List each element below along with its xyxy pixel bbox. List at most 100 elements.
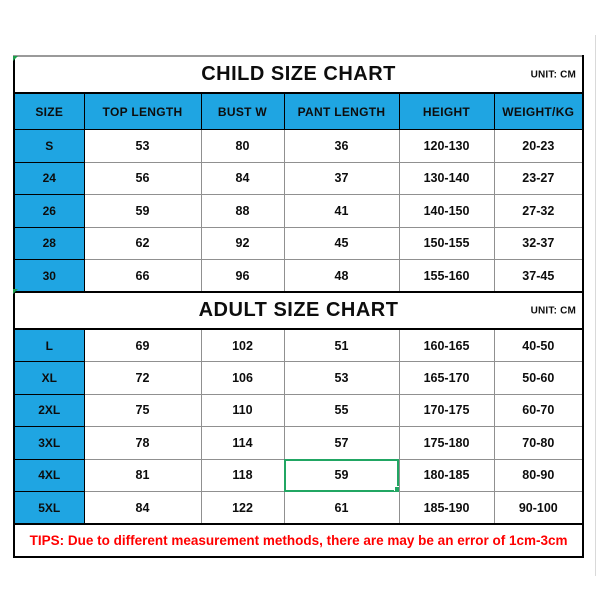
size-cell[interactable]: 28	[13, 226, 85, 260]
tips-row: TIPS: Due to different measurement metho…	[12, 523, 585, 558]
table-row: 26 59 88 41 140-150 27-32	[13, 194, 584, 228]
selected-cell[interactable]: 59	[283, 458, 400, 492]
value-cell[interactable]: 110	[200, 393, 285, 427]
value-cell[interactable]: 70-80	[493, 426, 584, 460]
value-cell[interactable]: 118	[200, 458, 285, 492]
value-cell[interactable]: 165-170	[398, 361, 495, 395]
value-cell[interactable]: 81	[83, 458, 202, 492]
table-row: 28 62 92 45 150-155 32-37	[13, 226, 584, 260]
column-header-top-length[interactable]: TOP LENGTH	[83, 92, 202, 130]
column-header-bust-w[interactable]: BUST W	[200, 92, 285, 130]
table-row: 2XL 75 110 55 170-175 60-70	[13, 393, 584, 427]
adult-chart-title-cell[interactable]: ADULT SIZE CHART UNIT: CM	[12, 291, 585, 330]
value-cell[interactable]: 40-50	[493, 328, 584, 362]
value-cell[interactable]: 84	[83, 491, 202, 525]
adult-chart-title: ADULT SIZE CHART	[198, 299, 399, 321]
column-edge-line	[595, 35, 596, 576]
value-cell[interactable]: 114	[200, 426, 285, 460]
table-row: L 69 102 51 160-165 40-50	[13, 328, 584, 362]
value-cell[interactable]: 48	[283, 259, 400, 293]
table-row: 24 56 84 37 130-140 23-27	[13, 161, 584, 195]
value-cell[interactable]: 78	[83, 426, 202, 460]
child-chart-title-cell[interactable]: CHILD SIZE CHART UNIT: CM	[12, 55, 585, 94]
child-chart-body: S 53 80 36 120-130 20-23 24 56 84 37 130-140 23-27 2…	[13, 129, 584, 293]
value-cell[interactable]: 140-150	[398, 194, 495, 228]
value-cell[interactable]: 90-100	[493, 491, 584, 525]
size-cell[interactable]: 24	[13, 161, 85, 195]
value-cell[interactable]: 92	[200, 226, 285, 260]
size-cell[interactable]: 3XL	[13, 426, 85, 460]
value-cell[interactable]: 53	[83, 129, 202, 163]
value-cell[interactable]: 160-165	[398, 328, 495, 362]
size-cell[interactable]: 30	[13, 259, 85, 293]
value-cell[interactable]: 20-23	[493, 129, 584, 163]
column-header-row: SIZE TOP LENGTH BUST W PANT LENGTH HEIGH…	[13, 92, 584, 130]
green-corner-marker	[13, 289, 18, 294]
value-cell[interactable]: 51	[283, 328, 400, 362]
table-row: XL 72 106 53 165-170 50-60	[13, 361, 584, 395]
size-cell[interactable]: S	[13, 129, 85, 163]
value-cell[interactable]: 106	[200, 361, 285, 395]
value-cell[interactable]: 84	[200, 161, 285, 195]
column-header-weight-kg[interactable]: WEIGHT/KG	[493, 92, 584, 130]
value-cell[interactable]: 170-175	[398, 393, 495, 427]
size-cell[interactable]: XL	[13, 361, 85, 395]
size-cell[interactable]: 2XL	[13, 393, 85, 427]
size-cell[interactable]: 4XL	[13, 458, 85, 492]
column-header-height[interactable]: HEIGHT	[398, 92, 495, 130]
table-row: 3XL 78 114 57 175-180 70-80	[13, 426, 584, 460]
value-cell[interactable]: 61	[283, 491, 400, 525]
value-cell[interactable]: 155-160	[398, 259, 495, 293]
value-cell[interactable]: 23-27	[493, 161, 584, 195]
value-cell[interactable]: 185-190	[398, 491, 495, 525]
value-cell[interactable]: 88	[200, 194, 285, 228]
size-cell[interactable]: 26	[13, 194, 85, 228]
size-chart-table: CHILD SIZE CHART UNIT: CM SIZE TOP LENGT…	[12, 55, 585, 558]
table-row: S 53 80 36 120-130 20-23	[13, 129, 584, 163]
value-cell[interactable]: 50-60	[493, 361, 584, 395]
value-cell[interactable]: 120-130	[398, 129, 495, 163]
green-corner-marker	[13, 56, 18, 61]
value-cell[interactable]: 102	[200, 328, 285, 362]
value-cell[interactable]: 41	[283, 194, 400, 228]
table-row: 4XL 81 118 59 180-185 80-90	[13, 458, 584, 492]
value-cell[interactable]: 56	[83, 161, 202, 195]
value-cell[interactable]: 72	[83, 361, 202, 395]
value-cell[interactable]: 80	[200, 129, 285, 163]
value-cell[interactable]: 36	[283, 129, 400, 163]
value-cell[interactable]: 60-70	[493, 393, 584, 427]
value-cell[interactable]: 150-155	[398, 226, 495, 260]
value-cell[interactable]: 55	[283, 393, 400, 427]
value-cell[interactable]: 175-180	[398, 426, 495, 460]
value-cell[interactable]: 37-45	[493, 259, 584, 293]
column-header-size[interactable]: SIZE	[13, 92, 85, 130]
value-cell[interactable]: 45	[283, 226, 400, 260]
table-row: 5XL 84 122 61 185-190 90-100	[13, 491, 584, 525]
value-cell[interactable]: 53	[283, 361, 400, 395]
value-cell[interactable]: 80-90	[493, 458, 584, 492]
adult-unit-label: UNIT: CM	[530, 305, 577, 316]
value-cell[interactable]: 27-32	[493, 194, 584, 228]
child-chart-title: CHILD SIZE CHART	[201, 63, 396, 85]
value-cell[interactable]: 59	[83, 194, 202, 228]
child-chart-title-row: CHILD SIZE CHART UNIT: CM	[12, 55, 585, 94]
value-cell[interactable]: 75	[83, 393, 202, 427]
value-cell[interactable]: 57	[283, 426, 400, 460]
value-cell[interactable]: 62	[83, 226, 202, 260]
value-cell[interactable]: 130-140	[398, 161, 495, 195]
tips-cell[interactable]: TIPS: Due to different measurement metho…	[12, 523, 585, 558]
value-cell[interactable]: 180-185	[398, 458, 495, 492]
child-unit-label: UNIT: CM	[530, 69, 577, 80]
size-cell[interactable]: 5XL	[13, 491, 85, 525]
value-cell[interactable]: 37	[283, 161, 400, 195]
adult-chart-body: L 69 102 51 160-165 40-50 XL 72 106 53 165-170 50-6…	[13, 328, 584, 525]
size-cell[interactable]: L	[13, 328, 85, 362]
value-cell[interactable]: 122	[200, 491, 285, 525]
value-cell[interactable]: 96	[200, 259, 285, 293]
column-header-pant-length[interactable]: PANT LENGTH	[283, 92, 400, 130]
value-cell[interactable]: 32-37	[493, 226, 584, 260]
value-cell[interactable]: 69	[83, 328, 202, 362]
value-cell[interactable]: 66	[83, 259, 202, 293]
table-row: 30 66 96 48 155-160 37-45	[13, 259, 584, 293]
